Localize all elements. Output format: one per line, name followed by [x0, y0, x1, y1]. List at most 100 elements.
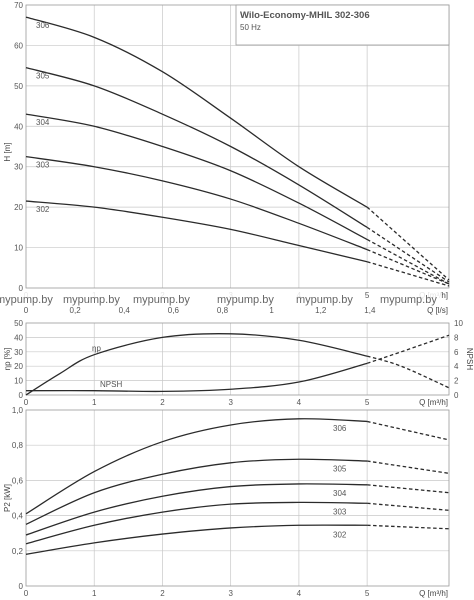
- watermark-bg: [216, 292, 278, 305]
- power-plot-frame: [25, 409, 450, 587]
- head-x-tick-ls: 0,4: [119, 306, 131, 315]
- watermark-row: mypump.by mypump.by mypump.by mypump.by mypu…: [0, 292, 441, 306]
- head-curve-302: [25, 200, 368, 263]
- head-curve-ext-305: [366, 226, 450, 283]
- power-x-tick: 0: [24, 589, 29, 598]
- eff-x-label: Q [m³/h]: [419, 398, 448, 407]
- power-x-tick: 1: [92, 589, 97, 598]
- power-series-label-306: 306: [333, 424, 347, 433]
- head-series-label-305: 305: [36, 72, 50, 81]
- head-y-tick: 60: [14, 41, 23, 50]
- power-curve-ext-306: [366, 420, 450, 441]
- npsh-y-tick: 10: [454, 319, 463, 328]
- head-curve-303: [25, 155, 368, 251]
- power-series-label-302: 302: [333, 530, 347, 539]
- power-y-label: P2 [kW]: [3, 484, 12, 512]
- power-x-label: Q [m³/h]: [419, 589, 448, 598]
- npsh-y-tick: 4: [454, 362, 459, 371]
- head-curve-ext-302: [366, 261, 450, 287]
- eff-curve-eta: [25, 333, 368, 396]
- head-y-label: H [m]: [3, 142, 12, 161]
- power-y-tick: 0: [19, 582, 24, 591]
- power-curve-305: [25, 458, 368, 525]
- head-x-tick-ls: 1,2: [315, 306, 327, 315]
- power-y-tick: 0,4: [12, 512, 24, 521]
- power-y-tick: 1,0: [12, 406, 24, 415]
- head-x-tick-ls: 0,2: [70, 306, 82, 315]
- watermark-bg: [0, 292, 57, 305]
- head-y-tick: 70: [14, 1, 23, 10]
- title-box: [235, 4, 450, 46]
- watermark-bg: [132, 292, 194, 305]
- power-curve-ext-303: [367, 502, 450, 511]
- eff-y-label: ηp [%]: [3, 348, 12, 371]
- head-curve-ext-303: [366, 248, 450, 285]
- power-x-tick: 4: [297, 589, 302, 598]
- head-x-tick-ls: 0,6: [168, 306, 180, 315]
- eff-plot-frame: [25, 322, 450, 396]
- head-series-label-303: 303: [36, 161, 50, 170]
- watermark-text: mypump.by: [0, 294, 53, 306]
- npsh-y-tick: 0: [454, 391, 459, 400]
- eff-y-tick: 0: [19, 391, 24, 400]
- eff-curve-ext-eta: [366, 355, 450, 389]
- head-series-label-302: 302: [36, 205, 50, 214]
- watermark-text: mypump.by: [296, 294, 353, 306]
- eff-y-tick: 20: [14, 362, 23, 371]
- npsh-y-tick: 8: [454, 333, 459, 342]
- watermark-text: mypump.by: [217, 294, 274, 306]
- watermark-text: mypump.by: [133, 294, 190, 306]
- head-y-tick: 20: [14, 203, 23, 212]
- watermark-bg: [379, 292, 441, 305]
- head-y-tick: 50: [14, 82, 23, 91]
- head-chart: 01020304050607001234500,20,40,60,811,21,…: [3, 1, 450, 315]
- power-series-label-304: 304: [333, 489, 347, 498]
- head-x-tick-ls: 0: [24, 306, 29, 315]
- power-curve-306: [25, 418, 368, 515]
- eff-x-tick: 0: [24, 398, 29, 407]
- chart-subtitle: 50 Hz: [240, 23, 261, 32]
- watermark-text: mypump.by: [380, 294, 437, 306]
- power-curve-ext-305: [367, 460, 450, 475]
- eff-y-tick: 10: [14, 377, 23, 386]
- eff-series-label-npsh: NPSH: [100, 380, 122, 389]
- eff-x-tick: 2: [160, 398, 165, 407]
- eff-y-tick: 40: [14, 333, 23, 342]
- npsh-y-tick: 6: [454, 348, 459, 357]
- watermark-bg: [295, 292, 357, 305]
- head-x-tick-ls: 1,4: [364, 306, 376, 315]
- power-x-tick: 2: [160, 589, 165, 598]
- head-x-tick-ls: 0,8: [217, 306, 229, 315]
- head-plot-frame: [25, 4, 450, 289]
- head-series-label-304: 304: [36, 118, 50, 127]
- chart-title: Wilo-Economy-MHIL 302-306: [240, 10, 370, 21]
- head-curve-305: [25, 67, 368, 228]
- power-chart: 0 0,2 0,4 0,6 0,8 1,0 0 1 2 3 4 5 P2 [kW] Q [m³/h] 306…: [3, 406, 450, 598]
- power-x-tick: 5: [365, 589, 370, 598]
- power-x-tick: 3: [228, 589, 233, 598]
- npsh-y-tick: 2: [454, 377, 459, 386]
- eff-series-label-eta: ηp: [92, 344, 101, 353]
- eff-x-tick: 3: [228, 398, 233, 407]
- eff-curve-ext-npsh: [366, 334, 450, 364]
- npsh-y-label: NPSH: [465, 348, 474, 370]
- eff-x-tick: 5: [365, 398, 370, 407]
- efficiency-npsh-chart: 0 10 20 30 40 50 0 2 4 6 8 10 0 1 2 3 4 5 ηp [%] NPSH Q [m³/…: [3, 319, 474, 407]
- head-series-label-306: 306: [36, 21, 50, 30]
- eff-x-tick: 4: [297, 398, 302, 407]
- head-curve-ext-304: [366, 238, 450, 285]
- power-series-label-303: 303: [333, 507, 347, 516]
- head-x-tick-m3h: 5: [365, 291, 370, 300]
- eff-x-tick: 1: [92, 398, 97, 407]
- power-curve-303: [25, 501, 368, 545]
- head-x-tick-ls: 1: [269, 306, 274, 315]
- power-curve-ext-304: [367, 484, 450, 494]
- head-y-tick: 10: [14, 244, 23, 253]
- head-y-tick: 0: [19, 284, 24, 293]
- head-y-tick: 30: [14, 163, 23, 172]
- power-curve-302: [25, 524, 368, 555]
- power-y-tick: 0,6: [12, 476, 24, 485]
- eff-curve-npsh: [25, 362, 368, 393]
- power-curve-ext-302: [367, 524, 450, 530]
